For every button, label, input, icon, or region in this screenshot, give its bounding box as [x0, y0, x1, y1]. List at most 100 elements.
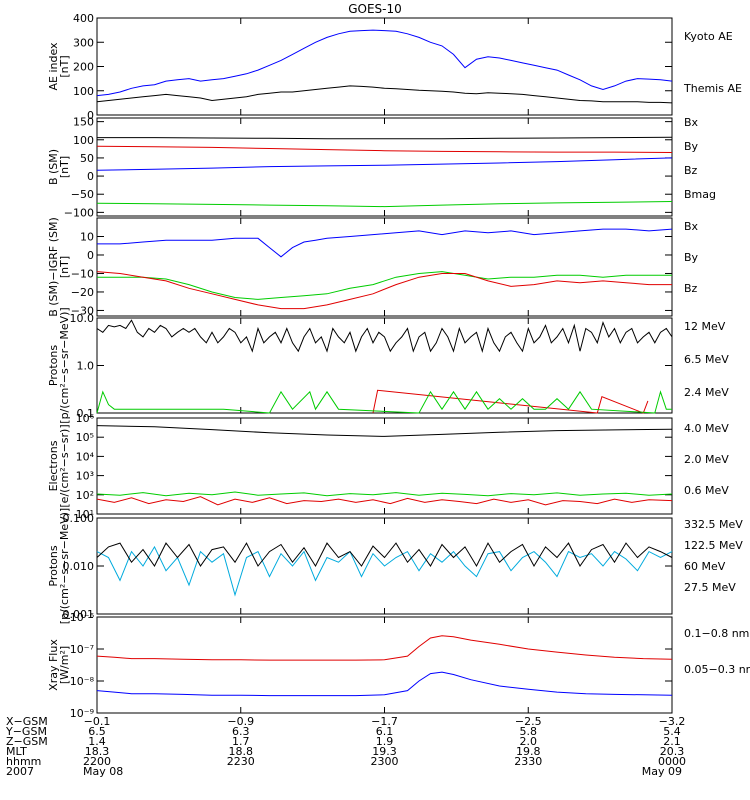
x-axis-value: 2.0 — [520, 735, 538, 748]
y-tick-label: 200 — [73, 61, 94, 74]
x-axis-value: −1.7 — [371, 715, 398, 728]
series-line-bsm-3 — [97, 136, 673, 140]
y-axis-label: Protons — [47, 345, 60, 386]
legend-entry: 0.1−0.8 nm — [684, 627, 749, 640]
x-axis-row-label: hhmm — [6, 755, 41, 768]
series-line-xray-1 — [96, 671, 673, 697]
y-tick-label: 10.0 — [70, 312, 95, 325]
y-tick-label: −20 — [71, 286, 94, 299]
x-axis-value: 2300 — [371, 755, 399, 768]
x-axis-value: −0.9 — [227, 715, 254, 728]
legend-entry: 0.6 MeV — [684, 484, 729, 497]
legend-entry: Bx — [684, 116, 699, 129]
series-line-bsm-0 — [96, 157, 673, 171]
x-axis-value: 18.8 — [229, 745, 254, 758]
y-axis-label: Protons — [47, 545, 60, 586]
panel-bsm: −100 −50 0 50 100 150 B (SM)[nT] Bx By Bz Bmag — [47, 116, 716, 220]
legend-entry: By — [684, 140, 699, 153]
series-line-protons-2 — [96, 319, 673, 354]
y-tick-label: 0.1 — [77, 407, 95, 420]
y-tick-label: 10¹ — [76, 508, 94, 521]
y-tick-label: 10⁶ — [76, 412, 95, 425]
series-line-protons2-2 — [96, 545, 673, 597]
legend-entry: Bz — [684, 282, 698, 295]
y-tick-label: 0.100 — [63, 512, 95, 525]
y-tick-label: 10² — [76, 489, 94, 502]
x-axis-value: −2.5 — [515, 715, 542, 728]
x-axis-value: 1.4 — [88, 735, 106, 748]
x-axis-value: 6.3 — [232, 725, 250, 738]
legend-entry: Bz — [684, 164, 698, 177]
panel-protons: 0.1 1.0 10.0 Protons[p/(cm²−s−sr−MeV)] 12 Me… — [47, 307, 729, 423]
panel-frame — [96, 317, 673, 414]
x-axis-value: 5.4 — [663, 725, 681, 738]
x-axis-row-label: X−GSM — [6, 715, 48, 728]
y-axis-label: [e/(cm²−s−sr)] — [58, 424, 71, 507]
y-tick-label: 400 — [73, 12, 94, 25]
legend-entry: 332.5 MeV — [684, 518, 743, 531]
y-axis-label: [p/(cm²−s−sr−MeV)] — [58, 508, 71, 624]
x-axis-value: 2230 — [227, 755, 255, 768]
panel-frame — [96, 117, 673, 217]
y-tick-label: 0 — [87, 109, 94, 122]
series-line-xray-0 — [96, 635, 673, 661]
series-line-protons-0 — [372, 389, 649, 414]
y-tick-label: 0.010 — [63, 560, 95, 573]
y-axis-label: AE index — [47, 42, 60, 91]
y-tick-label: 150 — [73, 116, 94, 129]
y-tick-label: −10 — [71, 267, 94, 280]
y-tick-label: 10⁵ — [76, 431, 94, 444]
x-axis-row-label: Y−GSM — [5, 725, 47, 738]
legend-entry: By — [684, 251, 699, 264]
x-axis-row-label: 2007 — [6, 765, 34, 778]
y-axis-label: B (SM) — [47, 149, 60, 185]
x-axis-value: −3.2 — [659, 715, 686, 728]
y-tick-label: 0 — [87, 249, 94, 262]
panel-protons2: 0.001 0.010 0.100 Protons[p/(cm²−s−sr−MeV)]… — [47, 508, 743, 624]
y-axis-label: B (SM)−IGRF (SM) — [47, 217, 60, 317]
panel-frame — [96, 616, 673, 714]
x-axis-value: 1.9 — [376, 735, 394, 748]
legend-entry: 4.0 MeV — [684, 422, 729, 435]
x-axis-value: 2330 — [514, 755, 542, 768]
legend-entry: Bmag — [684, 188, 716, 201]
panel-xray: 10⁻⁹ 10⁻⁸ 10⁻⁷ 10⁻⁶ Xray Flux[W/m²] 0.1−0.8 n… — [47, 611, 750, 720]
chart-title: GOES-10 — [348, 2, 402, 16]
panel-bigrf: −30 −20 −10 0 10 B (SM)−IGRF (SM)[nT] Bx By Bz — [47, 217, 699, 317]
y-tick-label: 1.0 — [77, 360, 95, 373]
series-line-protons-1 — [96, 390, 672, 414]
y-axis-label: [nT] — [58, 156, 71, 178]
y-tick-label: 100 — [73, 85, 94, 98]
x-axis-value: 20.3 — [660, 745, 685, 758]
legend-entry: 27.5 MeV — [684, 581, 736, 594]
y-tick-label: 100 — [73, 134, 94, 147]
panel-ae: 0 100 200 300 400 AE index[nT] Kyoto AE Themis … — [47, 12, 742, 122]
y-axis-label: Electrons — [47, 440, 60, 491]
y-axis-label: [W/m²] — [58, 646, 71, 684]
y-tick-label: 10³ — [76, 470, 94, 483]
y-tick-label: 10⁻⁸ — [70, 675, 95, 688]
legend-entry: Bx — [684, 220, 699, 233]
x-axis-value: 2.1 — [663, 735, 681, 748]
series-line-bigrf-0 — [97, 228, 673, 258]
x-axis-value: 2200 — [83, 755, 111, 768]
legend-entry: 2.4 MeV — [684, 386, 729, 399]
panel-frame — [96, 417, 673, 515]
y-tick-label: 10⁻⁶ — [70, 611, 95, 624]
series-line-electrons-1 — [96, 491, 673, 497]
x-axis-value: 18.3 — [85, 745, 110, 758]
x-axis-value: 0000 — [658, 755, 686, 768]
x-axis-value: 1.7 — [232, 735, 250, 748]
y-tick-label: −50 — [71, 188, 94, 201]
series-line-bigrf-2 — [96, 271, 672, 310]
x-axis-value: 6.5 — [88, 725, 106, 738]
legend-entry: 0.05−0.3 nm — [684, 663, 750, 676]
y-tick-label: 10 — [80, 230, 94, 243]
legend-entry: 12 MeV — [684, 320, 726, 333]
legend-entry: 122.5 MeV — [684, 539, 743, 552]
y-axis-label: [p/(cm²−s−sr−MeV)] — [58, 307, 71, 423]
x-axis-row-label: MLT — [6, 745, 27, 758]
y-tick-label: −100 — [64, 206, 94, 219]
x-axis-value: 5.8 — [520, 725, 538, 738]
